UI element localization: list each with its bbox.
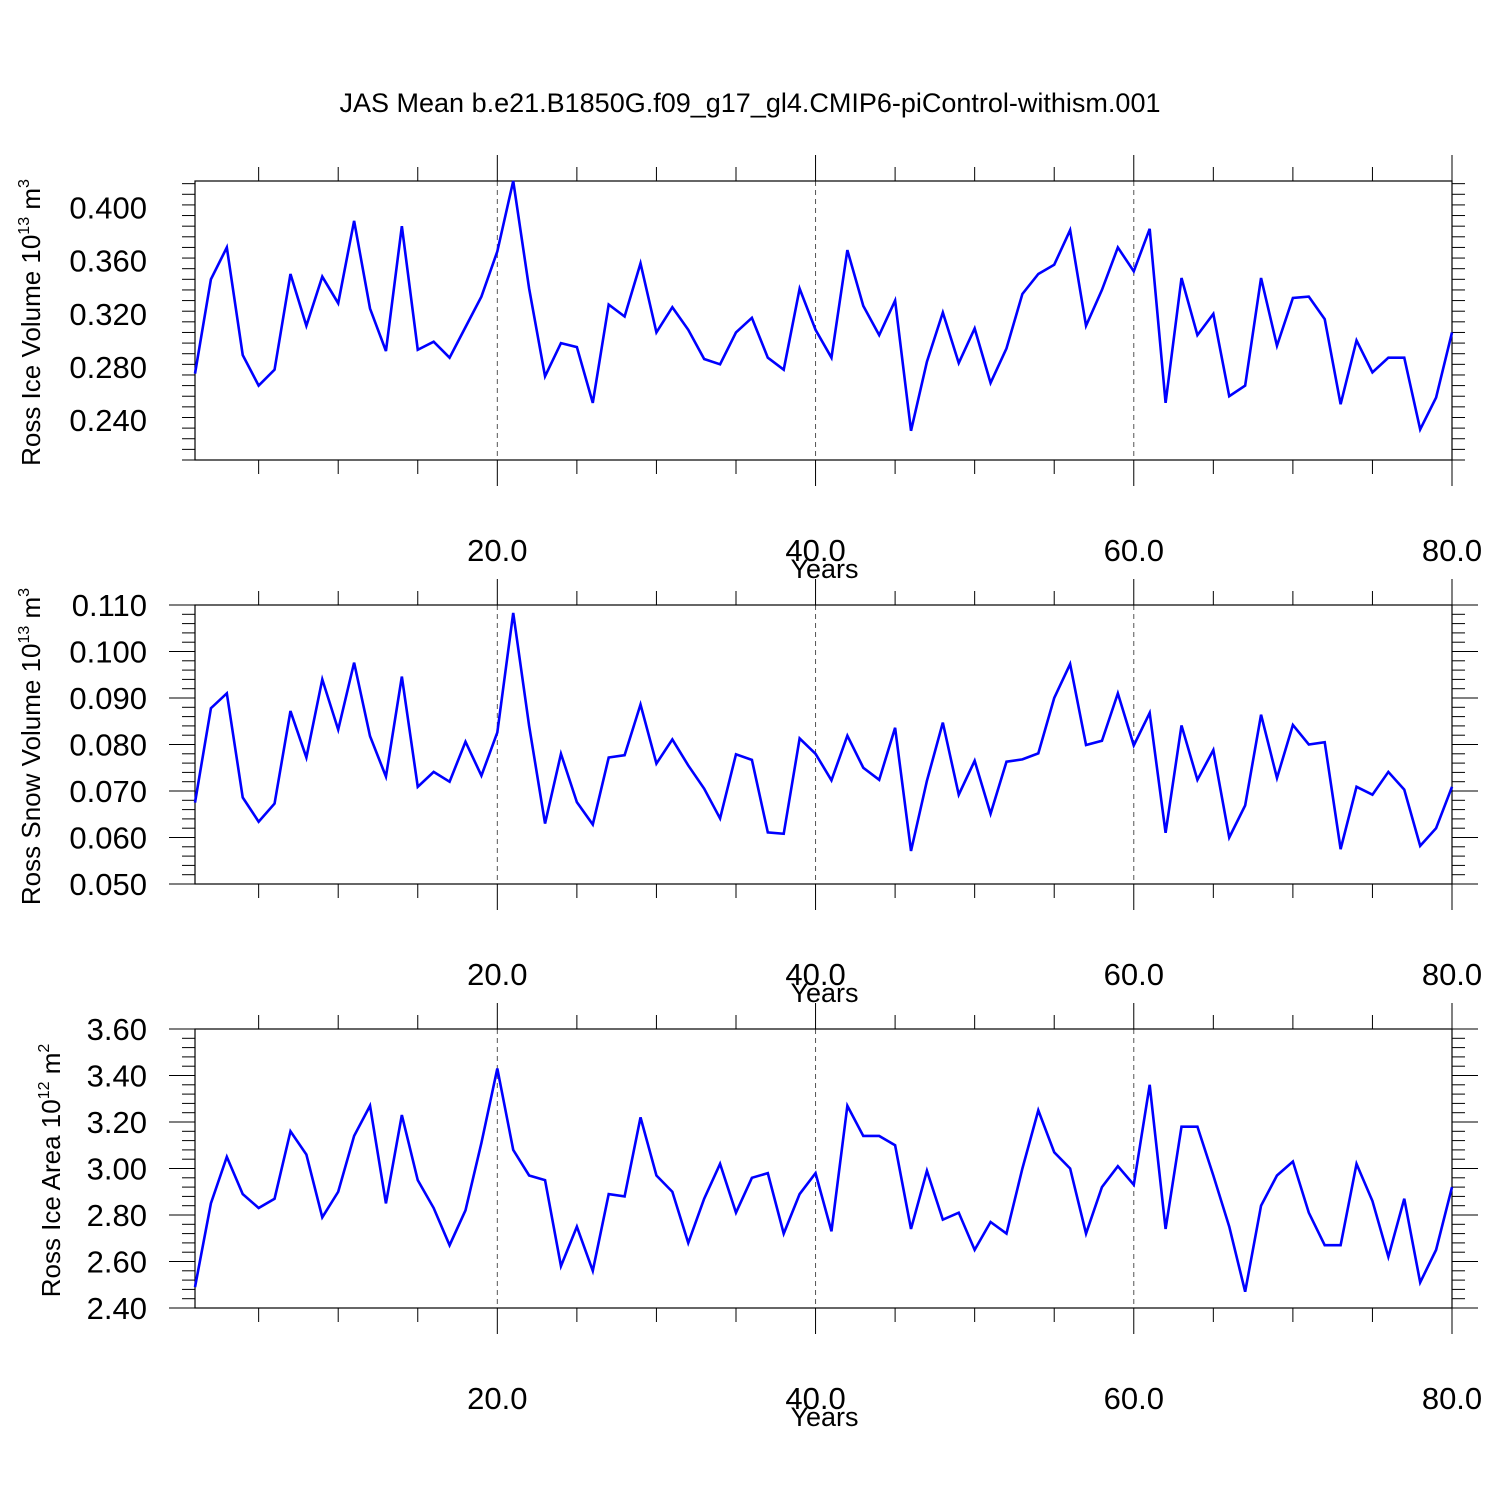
- plot-frame: [194, 1028, 1453, 1309]
- plot-frame: [194, 180, 1453, 461]
- x-tick-label: 40.0: [785, 957, 845, 992]
- chart-title: JAS Mean b.e21.B1850G.f09_g17_gl4.CMIP6-…: [339, 88, 1161, 118]
- y-axis-label: Ross Snow Volume 1013 m3: [16, 588, 46, 905]
- y-axis-label-unit-exponent: 3: [16, 588, 33, 597]
- x-tick-label: 60.0: [1104, 533, 1164, 568]
- x-tick-label: 80.0: [1422, 957, 1482, 992]
- x-tick-label: 80.0: [1422, 1381, 1482, 1416]
- y-axis-label-exponent: 12: [36, 1081, 53, 1099]
- x-tick-label: 20.0: [467, 957, 527, 992]
- y-tick-label: 0.100: [69, 635, 147, 670]
- series-line-1: [193, 612, 1454, 852]
- y-tick-label: 2.60: [87, 1245, 147, 1280]
- y-tick-label: 0.080: [69, 728, 147, 763]
- y-tick-label: 0.400: [69, 191, 147, 226]
- chart-panel-1: 0.240 0.280 0.320 0.360 0.400 20.0 40.0 60.0 80.…: [16, 155, 1482, 584]
- y-tick-label: 0.090: [69, 681, 147, 716]
- y-axis-label-unit: m: [16, 188, 46, 217]
- x-tick-label: 40.0: [785, 533, 845, 568]
- y-axis-label-text: Ross Ice Volume 10: [16, 235, 46, 466]
- x-tick-label: 80.0: [1422, 533, 1482, 568]
- y-axis-label-unit-exponent: 3: [16, 179, 33, 188]
- series-line-1: [193, 1068, 1454, 1293]
- y-axis-label: Ross Ice Volume 1013 m3: [16, 179, 46, 466]
- x-tick-label: 60.0: [1104, 1381, 1164, 1416]
- y-tick-label: 0.320: [69, 297, 147, 332]
- y-tick-label: 2.40: [87, 1291, 147, 1326]
- y-tick-label: 0.280: [69, 350, 147, 385]
- x-tick-label: 40.0: [785, 1381, 845, 1416]
- y-axis-label-exponent: 13: [16, 626, 33, 644]
- y-axis-label-text: Ross Snow Volume 10: [16, 644, 46, 906]
- y-axis-label-unit-exponent: 2: [36, 1044, 53, 1053]
- y-axis-label-text: Ross Ice Area 10: [36, 1099, 66, 1297]
- y-tick-label: 0.360: [69, 244, 147, 279]
- y-tick-label: 3.20: [87, 1105, 147, 1140]
- x-tick-label: 20.0: [467, 1381, 527, 1416]
- x-axis-label: Years: [790, 554, 858, 584]
- plot-frame: [194, 604, 1453, 885]
- y-tick-label: 0.240: [69, 403, 147, 438]
- y-tick-label: 0.070: [69, 774, 147, 809]
- y-axis-label: Ross Ice Area 1012 m2: [36, 1044, 66, 1298]
- chart-panel-2: 0.050 0.060 0.070 0.080 0.090 0.100 0.110 20.0 4…: [16, 579, 1482, 1008]
- y-tick-label: 0.050: [69, 867, 147, 902]
- series-line-1: [193, 180, 1454, 434]
- y-tick-label: 3.00: [87, 1152, 147, 1187]
- y-tick-label: 2.80: [87, 1198, 147, 1233]
- x-tick-label: 60.0: [1104, 957, 1164, 992]
- chart-panel-3: 2.40 2.60 2.80 3.00 3.20 3.40 3.60 20.0 40.0 60.0…: [36, 1003, 1482, 1432]
- y-axis-label-unit: m: [36, 1053, 66, 1082]
- y-tick-label: 0.060: [69, 821, 147, 856]
- y-tick-label: 3.40: [87, 1059, 147, 1094]
- x-axis-label: Years: [790, 978, 858, 1008]
- x-tick-label: 20.0: [467, 533, 527, 568]
- y-axis-label-exponent: 13: [16, 217, 33, 235]
- y-tick-label: 3.60: [87, 1012, 147, 1047]
- y-axis-label-unit: m: [16, 597, 46, 626]
- y-tick-label: 0.110: [72, 588, 147, 623]
- x-axis-label: Years: [790, 1402, 858, 1432]
